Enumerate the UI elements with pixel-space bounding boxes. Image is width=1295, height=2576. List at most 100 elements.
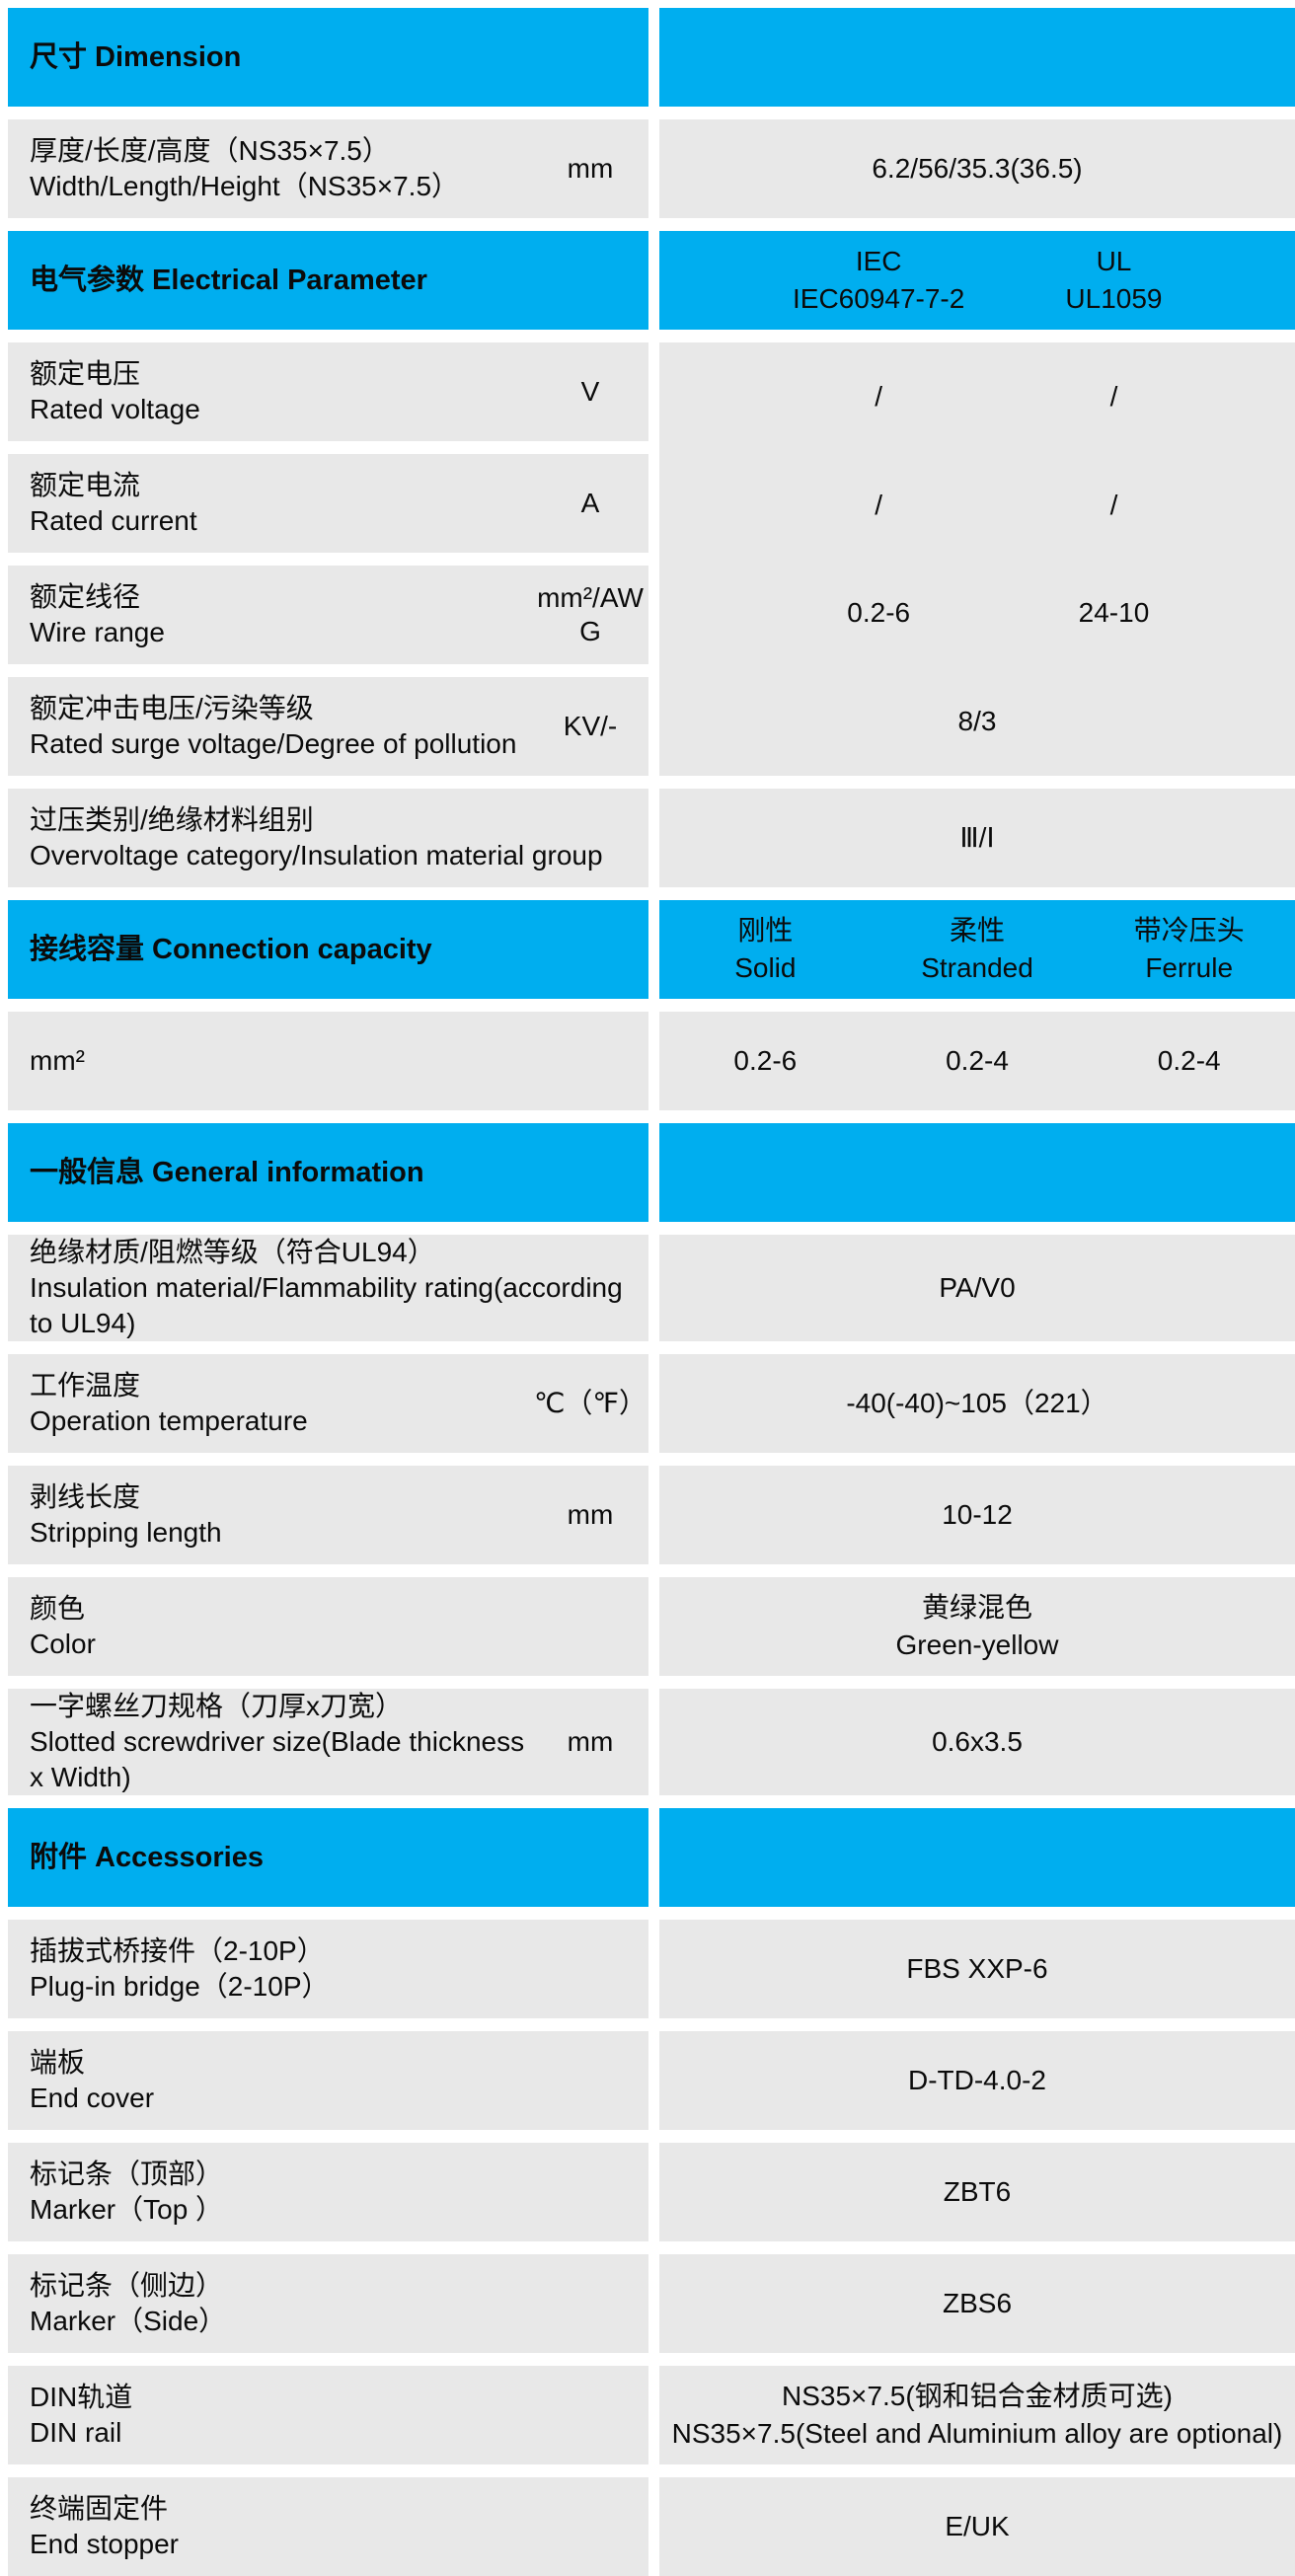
label-zh: 额定线径: [30, 581, 141, 612]
spec-label-cell: 端板 End cover: [8, 2031, 648, 2130]
unit-label: mm²/AWG: [537, 582, 644, 646]
spec-value-cell: FBS XXP-6: [659, 1920, 1295, 2018]
unit-label: A: [580, 488, 600, 518]
label-zh: 终端固定件: [30, 2493, 169, 2524]
label-zh: 绝缘材质/阻燃等级（符合UL94）: [30, 1237, 435, 1267]
spec-row-insulation: 绝缘材质/阻燃等级（符合UL94） Insulation material/Fl…: [8, 1235, 1295, 1341]
label-en: Width/Length/Height（NS35×7.5）: [30, 171, 460, 201]
value: FBS XXP-6: [906, 1953, 1048, 1984]
value-solid: 0.2-6: [733, 1045, 798, 1076]
unit-label: KV/-: [563, 711, 618, 741]
value-zh: NS35×7.5(钢和铝合金材质可选): [782, 2381, 1173, 2411]
spec-row-temperature: 工作温度 Operation temperature ℃（℉） -40(-40)…: [8, 1354, 1295, 1453]
spec-row-dimensions: 厚度/长度/高度（NS35×7.5） Width/Length/Height（N…: [8, 119, 1295, 218]
section-header-cell: 附件 Accessories: [8, 1808, 648, 1907]
spec-row-color: 颜色 Color 黄绿混色 Green-yellow: [8, 1577, 1295, 1676]
label-zh: mm²: [30, 1045, 85, 1076]
value-en: NS35×7.5(Steel and Aluminium alloy are o…: [671, 2418, 1283, 2449]
label-en: End stopper: [30, 2529, 179, 2559]
value-ul: 24-10: [1078, 597, 1150, 629]
value-ul: /: [1109, 489, 1118, 520]
spec-group-electrical: 额定电压 Rated voltage V 额定电流 Rated current …: [8, 342, 1295, 776]
label-en: Rated voltage: [30, 394, 200, 424]
value: 6.2/56/35.3(36.5): [872, 153, 1083, 184]
standard-name: UL: [1096, 246, 1132, 276]
spec-value-cell: 6.2/56/35.3(36.5): [659, 119, 1295, 218]
value-row-wire-range: 0.2-6 24-10: [659, 560, 1295, 668]
col-en: Stranded: [921, 952, 1033, 983]
label-en: Rated current: [30, 505, 197, 536]
unit-label: mm: [567, 153, 614, 184]
label-zh: 工作温度: [30, 1370, 141, 1401]
label-zh: 额定电压: [30, 358, 141, 389]
spec-label-cell-current: 额定电流 Rated current A: [8, 454, 648, 553]
spec-row-bridge: 插拔式桥接件（2-10P） Plug-in bridge（2-10P） FBS …: [8, 1920, 1295, 2018]
standard-code: IEC60947-7-2: [793, 283, 965, 314]
value: ZBS6: [942, 2288, 1013, 2318]
spec-label-cell: 一字螺丝刀规格（刀厚x刀宽） Slotted screwdriver size(…: [8, 1689, 648, 1795]
section-title: 接线容量 Connection capacity: [30, 934, 432, 965]
capacity-columns-cell: 刚性 Solid 柔性 Stranded 带冷压头 Ferrule: [659, 900, 1295, 999]
group-label-stack: 额定电压 Rated voltage V 额定电流 Rated current …: [8, 342, 648, 776]
value-stranded: 0.2-4: [946, 1045, 1009, 1076]
capacity-col-solid: 刚性 Solid: [659, 912, 872, 987]
value: E/UK: [945, 2511, 1010, 2541]
label-en: Slotted screwdriver size(Blade thickness…: [30, 1726, 525, 1792]
spec-label-cell: 工作温度 Operation temperature ℃（℉）: [8, 1354, 648, 1453]
section-header-cell: 尺寸 Dimension: [8, 8, 648, 107]
value-iec: 0.2-6: [847, 597, 911, 629]
value-ferrule: 0.2-4: [1157, 1045, 1221, 1076]
col-zh: 柔性: [950, 915, 1006, 946]
section-header-cell: 电气参数 Electrical Parameter: [8, 231, 648, 330]
spec-value-cell: NS35×7.5(钢和铝合金材质可选) NS35×7.5(Steel and A…: [659, 2366, 1295, 2464]
section-title: 电气参数 Electrical Parameter: [30, 265, 427, 296]
label-en: Rated surge voltage/Degree of pollution: [30, 728, 517, 759]
spec-value-cell: ZBT6: [659, 2143, 1295, 2241]
standards-header-cell: IEC IEC60947-7-2 UL UL1059: [659, 231, 1295, 330]
section-header-row-capacity: 接线容量 Connection capacity 刚性 Solid 柔性 Str…: [8, 900, 1295, 999]
section-title: 尺寸 Dimension: [30, 41, 242, 73]
spec-value-cell: ZBS6: [659, 2254, 1295, 2353]
value: -40(-40)~105（221）: [846, 1388, 1108, 1418]
label-zh: DIN轨道: [30, 2382, 133, 2412]
standard-col-iec: IEC IEC60947-7-2: [761, 243, 996, 318]
spec-label-cell: 插拔式桥接件（2-10P） Plug-in bridge（2-10P）: [8, 1920, 648, 2018]
capacity-col-ferrule: 带冷压头 Ferrule: [1083, 912, 1295, 987]
section-header-row-accessories: 附件 Accessories: [8, 1808, 1295, 1907]
standard-col-ul: UL UL1059: [996, 243, 1231, 318]
value: PA/V0: [939, 1272, 1016, 1303]
spec-label-cell: mm²: [8, 1012, 648, 1110]
section-header-row-electrical: 电气参数 Electrical Parameter IEC IEC60947-7…: [8, 231, 1295, 330]
label-en: End cover: [30, 2083, 155, 2113]
section-title: 一般信息 General information: [30, 1157, 424, 1188]
unit-label: V: [580, 376, 600, 407]
spec-row-capacity-mm2: mm² 0.2-6 0.2-4 0.2-4: [8, 1012, 1295, 1110]
label-zh: 颜色: [30, 1593, 86, 1624]
label-en: Wire range: [30, 617, 165, 647]
value-ul: /: [1109, 380, 1118, 412]
value-zh: 黄绿混色: [921, 1592, 1032, 1623]
section-header-spacer: [659, 1123, 1295, 1222]
spec-value-cell: Ⅲ/Ⅰ: [659, 789, 1295, 887]
standard-name: IEC: [855, 246, 902, 276]
spec-row-overvoltage: 过压类别/绝缘材料组别 Overvoltage category/Insulat…: [8, 789, 1295, 887]
spec-row-stripping: 剥线长度 Stripping length mm 10-12: [8, 1466, 1295, 1564]
section-header-row-general: 一般信息 General information: [8, 1123, 1295, 1222]
spec-value-cell: 0.2-6 0.2-4 0.2-4: [659, 1012, 1295, 1110]
section-header-spacer: [659, 1808, 1295, 1907]
spec-label-cell: 剥线长度 Stripping length mm: [8, 1466, 648, 1564]
spec-label-cell: DIN轨道 DIN rail: [8, 2366, 648, 2464]
merged-value-cell: / / / / 0.2-6 24-10 8/3: [659, 342, 1295, 776]
label-zh: 标记条（侧边）: [30, 2270, 224, 2301]
value: 0.6x3.5: [932, 1726, 1023, 1757]
spec-label-cell: 过压类别/绝缘材料组别 Overvoltage category/Insulat…: [8, 789, 648, 887]
spec-label-cell-wire-range: 额定线径 Wire range mm²/AWG: [8, 566, 648, 664]
label-zh: 额定电流: [30, 470, 141, 500]
label-en: Marker（Side）: [30, 2306, 227, 2336]
value: 8/3: [957, 706, 997, 737]
standard-code: UL1059: [1065, 283, 1163, 314]
label-zh: 过压类别/绝缘材料组别: [30, 804, 314, 835]
unit-label: mm: [567, 1499, 614, 1530]
label-en: Stripping length: [30, 1517, 222, 1548]
